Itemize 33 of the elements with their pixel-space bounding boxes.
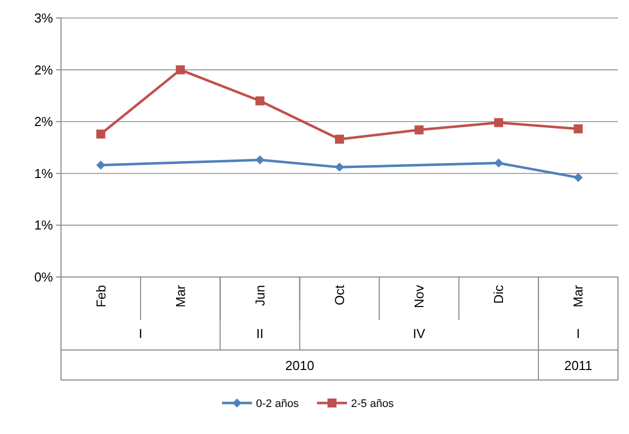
point — [335, 162, 344, 172]
x-tick-label: Mar — [172, 284, 188, 308]
y-tick-label: 1% — [34, 166, 54, 181]
x-tick-label: Mar — [570, 284, 586, 308]
text: IV — [412, 326, 426, 341]
legend-label: 0-2 años — [256, 398, 300, 410]
y-tick-label: 1% — [34, 218, 54, 233]
x-tick-label: Dic — [491, 284, 506, 304]
text: 2011 — [564, 358, 592, 373]
x-tick-label: Jun — [252, 285, 268, 306]
point — [494, 118, 504, 128]
point — [494, 158, 504, 168]
legend-label: 2-5 años — [351, 398, 394, 410]
point — [176, 65, 185, 74]
text: I — [576, 326, 580, 341]
point — [414, 125, 424, 134]
text: I — [138, 326, 142, 341]
point — [335, 134, 344, 144]
y-tick-label: 2% — [34, 62, 54, 78]
point — [574, 124, 583, 134]
point — [96, 160, 106, 170]
text: 2010 — [285, 358, 314, 373]
y-tick-label: 0% — [34, 270, 54, 284]
x-tick-label: Feb — [93, 285, 108, 308]
point — [255, 155, 264, 164]
y-tick-label: 2% — [34, 114, 54, 130]
x-tick-label: Nov — [412, 284, 427, 308]
x-tick-label: Oct — [332, 284, 347, 306]
point — [255, 96, 264, 106]
point — [96, 130, 106, 139]
y-tick-label: 3% — [34, 10, 54, 26]
point — [574, 173, 583, 182]
text: II — [256, 326, 264, 341]
